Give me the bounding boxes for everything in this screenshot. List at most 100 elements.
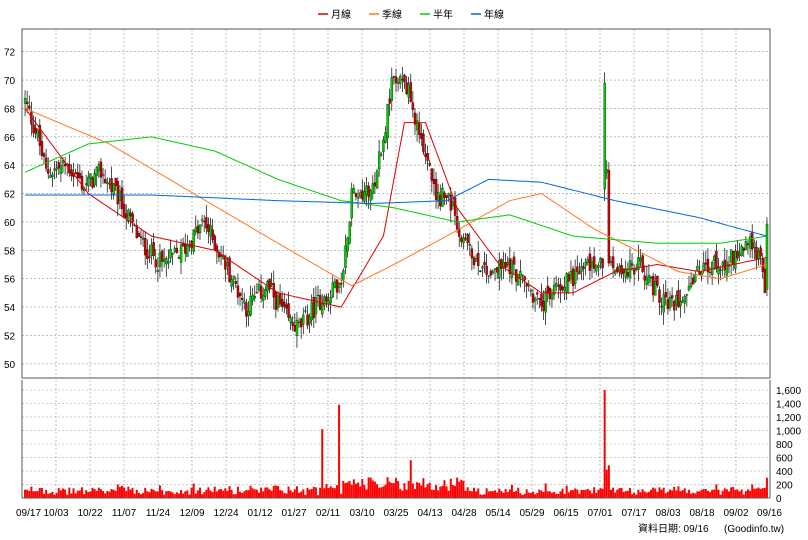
volume-bar (137, 492, 140, 498)
volume-bar (422, 478, 425, 498)
volume-bar (93, 489, 96, 498)
candle-body (270, 282, 273, 285)
legend-label: 半年 (433, 8, 453, 21)
volume-bar (660, 489, 663, 498)
volume-bar (354, 483, 357, 498)
volume-bar (323, 488, 326, 498)
candle-body (49, 175, 52, 178)
volume-bar (241, 492, 244, 498)
volume-bar (487, 491, 490, 498)
candle-body (706, 258, 710, 273)
moving-average-half (24, 136, 767, 244)
candle-body (76, 172, 79, 179)
volume-tick-label: 800 (776, 440, 793, 451)
volume-bar (243, 491, 246, 498)
candle-body (139, 236, 143, 238)
volume-bar (344, 483, 347, 498)
volume-bar (196, 490, 199, 498)
x-tick-label: 01/12 (247, 508, 272, 519)
x-tick-label: 04/13 (417, 508, 442, 519)
volume-bar (80, 487, 83, 498)
candle-body (683, 296, 686, 304)
volume-bar (664, 493, 667, 498)
volume-bar (253, 489, 256, 498)
candle-body (734, 250, 737, 269)
volume-bar (201, 494, 204, 498)
candle-body (639, 258, 642, 262)
volume-bar (192, 483, 195, 498)
volume-bar (521, 495, 524, 498)
candle-body (729, 249, 733, 263)
candle-body (401, 79, 404, 81)
candle-body (713, 255, 716, 262)
volume-bar (668, 489, 671, 498)
candle-body (721, 262, 724, 266)
y-tick-label: 54 (4, 303, 16, 314)
candle-body (432, 178, 436, 184)
volume-bar (205, 489, 208, 498)
candle-body (611, 256, 615, 269)
candle-body (215, 245, 219, 252)
candle-body (434, 179, 438, 200)
candle-body (390, 77, 394, 101)
candle-body (169, 249, 172, 259)
candle-body (55, 167, 58, 170)
volume-bar (719, 494, 722, 498)
volume-bar (717, 489, 720, 498)
volume-bar (30, 486, 33, 498)
volume-bar (679, 491, 682, 498)
volume-bar (572, 490, 575, 498)
candle-body (681, 300, 684, 303)
candle-body (418, 122, 421, 136)
volume-bar (390, 482, 393, 498)
volume-bar (713, 489, 716, 498)
volume-bar (72, 488, 75, 498)
volume-bar (443, 480, 446, 498)
candle-body (192, 229, 195, 252)
volume-bar (614, 492, 617, 498)
volume-bar (546, 491, 549, 498)
volume-bar (470, 491, 473, 498)
candle-body (114, 178, 117, 186)
candle-body (36, 130, 39, 138)
volume-bar (302, 489, 305, 498)
volume-bar (386, 477, 389, 498)
volume-bar (460, 479, 463, 498)
volume-bar (118, 487, 121, 498)
volume-bar (553, 492, 556, 498)
candle-body (626, 272, 630, 277)
volume-bar (675, 490, 678, 498)
volume-bar (620, 487, 623, 498)
volume-bar (763, 487, 766, 498)
candle-body (759, 247, 762, 257)
volume-bar (491, 491, 494, 498)
candle-body (396, 82, 400, 84)
y-tick-label: 56 (4, 275, 16, 286)
candle-body (582, 266, 585, 269)
candle-body (696, 265, 699, 272)
volume-tick-label: 1,000 (776, 427, 801, 438)
x-tick-label: 06/15 (553, 508, 578, 519)
volume-bar (685, 492, 688, 498)
candle-body (700, 272, 703, 277)
candle-body (367, 185, 370, 198)
candle-body (738, 253, 741, 256)
volume-bar (650, 489, 653, 498)
source-label: (Goodinfo.tw) (724, 524, 784, 535)
volume-bar (681, 490, 684, 498)
volume-bar (165, 491, 168, 498)
candle-body (108, 183, 111, 185)
volume-bar (91, 487, 94, 498)
candle-body (668, 297, 672, 308)
candle-body (325, 296, 328, 302)
candle-body (47, 169, 50, 174)
volume-bar (264, 487, 267, 498)
volume-bar (607, 465, 610, 498)
candle-body (141, 238, 145, 240)
candle-body (670, 295, 674, 299)
volume-bar (698, 491, 701, 498)
volume-bar (148, 492, 151, 498)
candle-body (38, 124, 42, 146)
volume-bar (525, 489, 528, 498)
volume-bar (723, 488, 726, 498)
